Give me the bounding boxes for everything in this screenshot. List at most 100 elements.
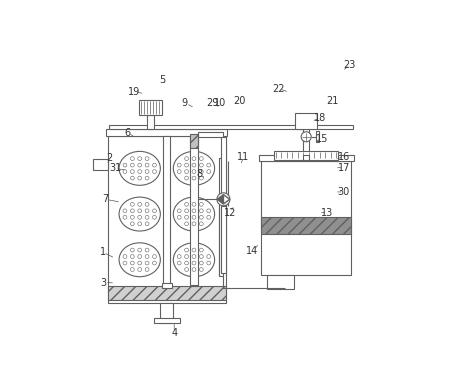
Bar [221, 137, 226, 199]
Bar [303, 129, 309, 155]
Text: 12: 12 [224, 208, 237, 218]
Text: 5: 5 [159, 75, 166, 85]
Circle shape [185, 170, 188, 173]
Circle shape [131, 170, 134, 173]
Ellipse shape [173, 243, 215, 277]
Circle shape [138, 176, 142, 180]
Circle shape [145, 248, 149, 252]
Text: 18: 18 [314, 113, 326, 123]
Circle shape [185, 209, 188, 213]
Circle shape [207, 215, 211, 219]
Circle shape [177, 170, 181, 173]
Text: 19: 19 [128, 87, 141, 97]
Circle shape [199, 222, 203, 226]
Text: 16: 16 [338, 152, 350, 162]
Circle shape [131, 215, 134, 219]
Text: 15: 15 [315, 134, 328, 144]
Circle shape [123, 261, 127, 265]
Circle shape [138, 248, 142, 252]
Circle shape [177, 261, 181, 265]
Circle shape [138, 163, 142, 167]
Circle shape [145, 209, 149, 213]
Circle shape [145, 202, 149, 206]
Circle shape [185, 248, 188, 252]
Bar [160, 303, 173, 323]
Text: 11: 11 [238, 152, 250, 162]
Circle shape [123, 255, 127, 259]
Circle shape [131, 202, 134, 206]
Text: 3: 3 [101, 278, 106, 288]
Circle shape [145, 222, 149, 226]
Bar [317, 131, 319, 142]
Circle shape [138, 202, 142, 206]
Text: 30: 30 [338, 187, 350, 197]
Circle shape [145, 261, 149, 265]
Circle shape [123, 215, 127, 219]
Circle shape [207, 209, 211, 213]
Circle shape [131, 157, 134, 160]
Circle shape [199, 157, 203, 160]
Bar [109, 125, 353, 129]
Circle shape [301, 132, 311, 142]
Bar [108, 136, 226, 303]
Circle shape [185, 215, 188, 219]
Circle shape [199, 170, 203, 173]
Bar [162, 283, 172, 288]
Circle shape [185, 255, 188, 259]
Circle shape [131, 163, 134, 167]
Text: 8: 8 [196, 169, 202, 179]
Circle shape [185, 176, 188, 180]
Circle shape [177, 215, 181, 219]
Bar [267, 275, 293, 289]
Circle shape [145, 255, 149, 259]
Circle shape [145, 268, 149, 272]
Circle shape [217, 193, 230, 206]
Bar [259, 155, 354, 161]
Ellipse shape [119, 197, 160, 231]
Circle shape [192, 157, 196, 160]
Circle shape [152, 170, 157, 173]
Text: 29: 29 [207, 98, 219, 108]
Ellipse shape [173, 197, 215, 231]
Text: 21: 21 [326, 95, 338, 106]
Circle shape [192, 248, 196, 252]
Bar [147, 115, 154, 129]
Circle shape [185, 268, 188, 272]
Text: 23: 23 [344, 60, 356, 70]
Text: 2: 2 [106, 153, 112, 163]
Circle shape [199, 209, 203, 213]
Circle shape [192, 255, 196, 259]
Text: 10: 10 [214, 98, 226, 108]
Circle shape [207, 261, 211, 265]
Bar [108, 286, 226, 300]
Circle shape [192, 176, 196, 180]
Circle shape [192, 170, 196, 173]
Bar [163, 136, 170, 285]
Circle shape [138, 268, 142, 272]
Bar [303, 155, 309, 159]
Circle shape [131, 248, 134, 252]
Circle shape [152, 255, 157, 259]
Circle shape [152, 261, 157, 265]
Circle shape [138, 255, 142, 259]
Circle shape [138, 215, 142, 219]
Bar [106, 129, 228, 136]
Ellipse shape [119, 151, 160, 185]
Text: 13: 13 [321, 208, 334, 218]
Circle shape [131, 222, 134, 226]
Circle shape [123, 163, 127, 167]
Circle shape [185, 163, 188, 167]
Circle shape [152, 209, 157, 213]
Circle shape [138, 170, 142, 173]
Text: 4: 4 [171, 329, 177, 339]
Bar [274, 151, 338, 159]
Circle shape [192, 261, 196, 265]
Circle shape [138, 209, 142, 213]
Circle shape [192, 222, 196, 226]
Circle shape [199, 261, 203, 265]
Circle shape [123, 170, 127, 173]
Circle shape [138, 222, 142, 226]
Text: 9: 9 [182, 98, 187, 108]
Circle shape [185, 157, 188, 160]
Circle shape [177, 255, 181, 259]
